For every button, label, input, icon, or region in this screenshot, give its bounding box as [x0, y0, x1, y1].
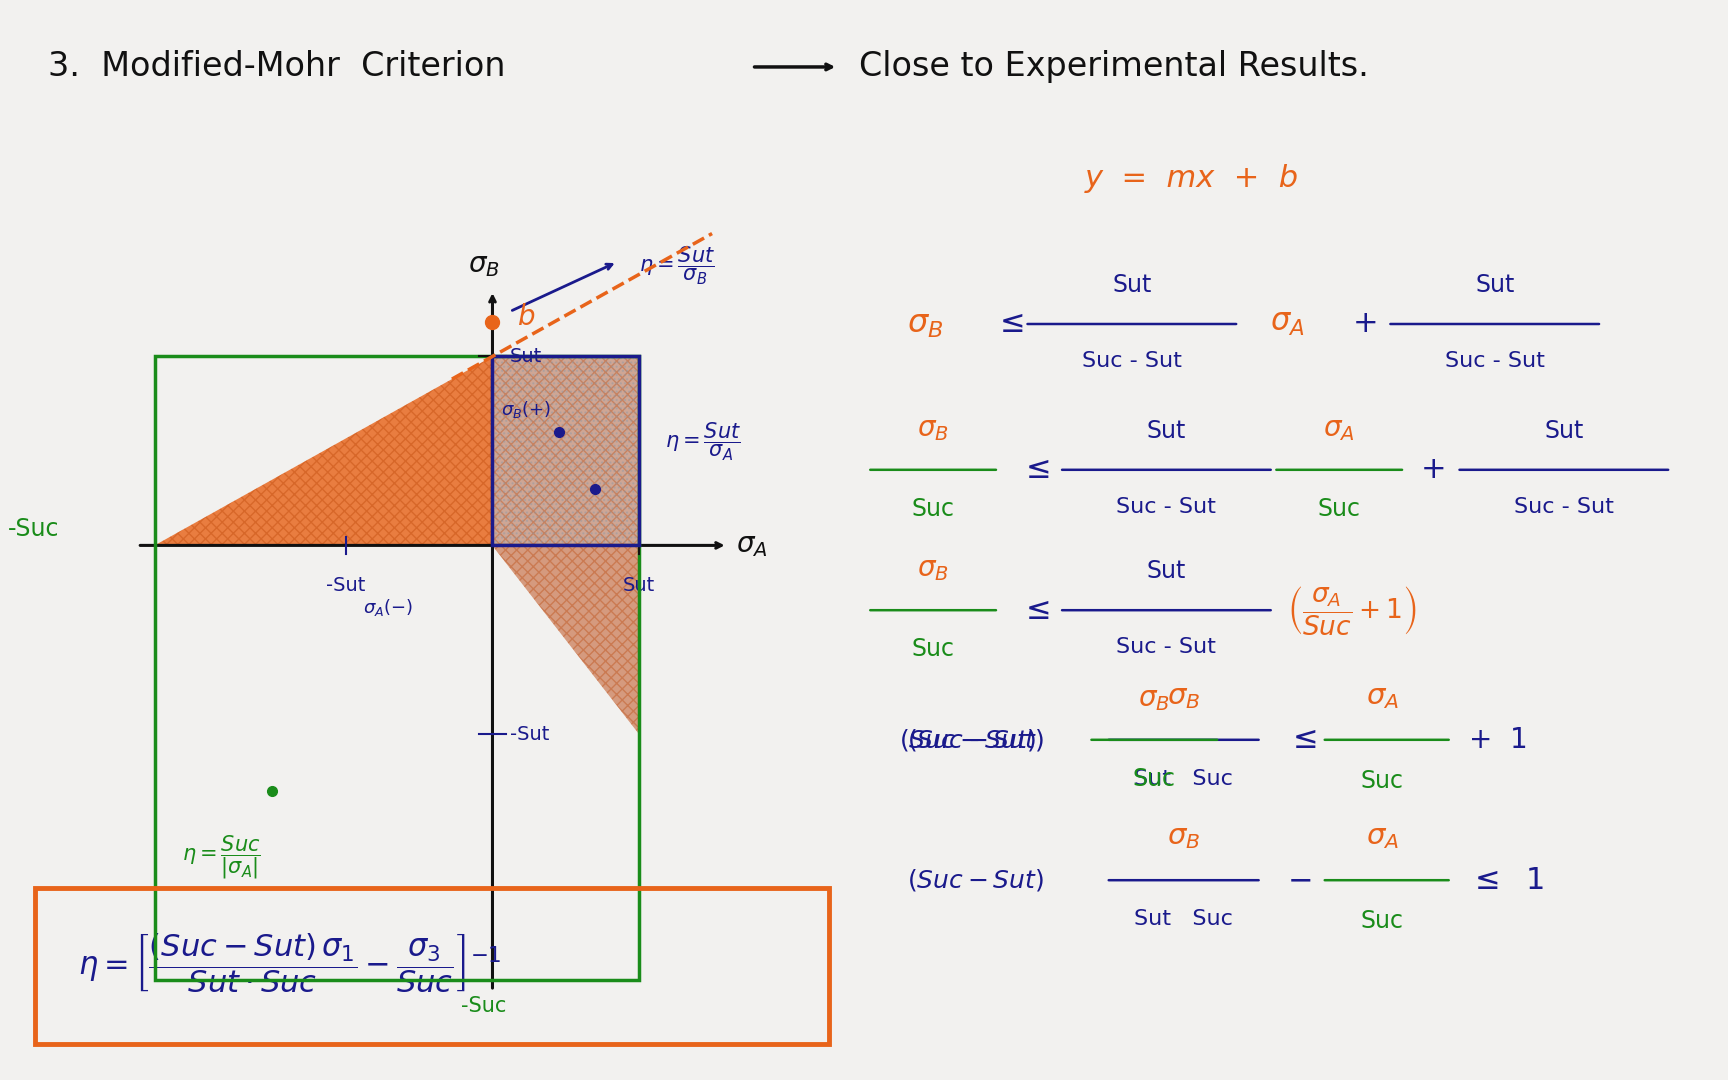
Text: b: b [518, 303, 536, 330]
Text: Suc: Suc [1362, 909, 1403, 933]
Polygon shape [492, 356, 639, 545]
Text: Suc: Suc [912, 637, 954, 661]
Text: $\sigma_B$: $\sigma_B$ [918, 555, 949, 583]
Text: Sut: Sut [1476, 273, 1514, 297]
Polygon shape [492, 545, 639, 734]
Polygon shape [154, 356, 639, 545]
Text: $\sigma_A$: $\sigma_A$ [1365, 823, 1400, 851]
Text: $\leq$: $\leq$ [994, 310, 1025, 338]
Text: Close to Experimental Results.: Close to Experimental Results. [859, 51, 1369, 83]
Text: $\eta = \dfrac{Suc}{|\sigma_A|}$: $\eta = \dfrac{Suc}{|\sigma_A|}$ [181, 834, 261, 881]
Text: -Suc: -Suc [461, 996, 506, 1016]
Text: Suc: Suc [1318, 497, 1360, 521]
Text: Sut   Suc: Sut Suc [1134, 769, 1234, 789]
Text: $\sigma_B$: $\sigma_B$ [1139, 685, 1170, 713]
Text: +: + [1353, 310, 1379, 338]
Text: Suc: Suc [1134, 767, 1175, 791]
Text: Suc: Suc [1362, 769, 1403, 793]
Text: $\sigma_A$: $\sigma_A$ [1365, 683, 1400, 711]
Text: Sut: Sut [510, 347, 543, 366]
Text: Suc - Sut: Suc - Sut [1116, 637, 1217, 658]
Text: Sut: Sut [624, 576, 655, 595]
Text: $\eta = \left[\dfrac{(Suc - Sut)\,\sigma_1}{Sut\cdot Suc} - \dfrac{\sigma_3}{Suc: $\eta = \left[\dfrac{(Suc - Sut)\,\sigma… [78, 932, 501, 995]
Text: +: + [1420, 456, 1446, 484]
Text: -Suc: -Suc [7, 517, 59, 541]
Text: Suc - Sut: Suc - Sut [1116, 497, 1217, 517]
Text: Sut: Sut [1147, 419, 1185, 443]
Text: $\sigma_A$: $\sigma_A$ [1270, 310, 1305, 338]
Text: $(Suc - Sut)$: $(Suc - Sut)$ [899, 727, 1035, 753]
Text: $\sigma_B$: $\sigma_B$ [907, 309, 943, 339]
Text: Suc - Sut: Suc - Sut [1082, 351, 1182, 372]
Text: $\sigma_B$: $\sigma_B$ [1166, 683, 1201, 711]
Text: $\leq$  1: $\leq$ 1 [1469, 866, 1545, 894]
Text: $\leq$: $\leq$ [1020, 596, 1051, 624]
Text: -Sut: -Sut [327, 576, 365, 595]
Text: -Sut: -Sut [510, 725, 550, 744]
Polygon shape [492, 545, 639, 734]
Text: $\sigma_A$: $\sigma_A$ [1324, 415, 1355, 443]
Text: Sut: Sut [1545, 419, 1583, 443]
Text: $\left(\dfrac{\sigma_A}{Suc} + 1\right)$: $\left(\dfrac{\sigma_A}{Suc} + 1\right)$ [1287, 583, 1417, 637]
Text: y  =  mx  +  b: y = mx + b [1085, 164, 1299, 192]
Text: $\leq$: $\leq$ [1020, 456, 1051, 484]
Text: $\sigma_B$: $\sigma_B$ [468, 252, 499, 280]
Text: $\sigma_B$: $\sigma_B$ [1166, 823, 1201, 851]
Text: Suc - Sut: Suc - Sut [1445, 351, 1545, 372]
Text: Suc - Sut: Suc - Sut [1514, 497, 1614, 517]
Text: Sut: Sut [1147, 559, 1185, 583]
Text: 3.  Modified-Mohr  Criterion: 3. Modified-Mohr Criterion [48, 51, 506, 83]
Text: $\sigma_B$: $\sigma_B$ [918, 415, 949, 443]
Text: $\sigma_B(+)$: $\sigma_B(+)$ [501, 399, 551, 420]
Text: $\sigma_A(-)$: $\sigma_A(-)$ [363, 597, 413, 618]
Text: +  1: + 1 [1469, 726, 1528, 754]
Text: Sut   Suc: Sut Suc [1134, 909, 1234, 930]
Text: Sut: Sut [1113, 273, 1151, 297]
Text: $\sigma_A$: $\sigma_A$ [736, 531, 767, 559]
Text: $\eta = \dfrac{Sut}{\sigma_B}$: $\eta = \dfrac{Sut}{\sigma_B}$ [639, 245, 715, 286]
Text: $-$: $-$ [1287, 866, 1312, 894]
Text: $\eta = \dfrac{Sut}{\sigma_A}$: $\eta = \dfrac{Sut}{\sigma_A}$ [665, 420, 741, 462]
Text: $(Suc - Sut)$: $(Suc - Sut)$ [907, 727, 1044, 753]
Text: Suc: Suc [912, 497, 954, 521]
Text: $\leq$: $\leq$ [1287, 726, 1318, 754]
Text: $(Suc - Sut)$: $(Suc - Sut)$ [907, 867, 1044, 893]
